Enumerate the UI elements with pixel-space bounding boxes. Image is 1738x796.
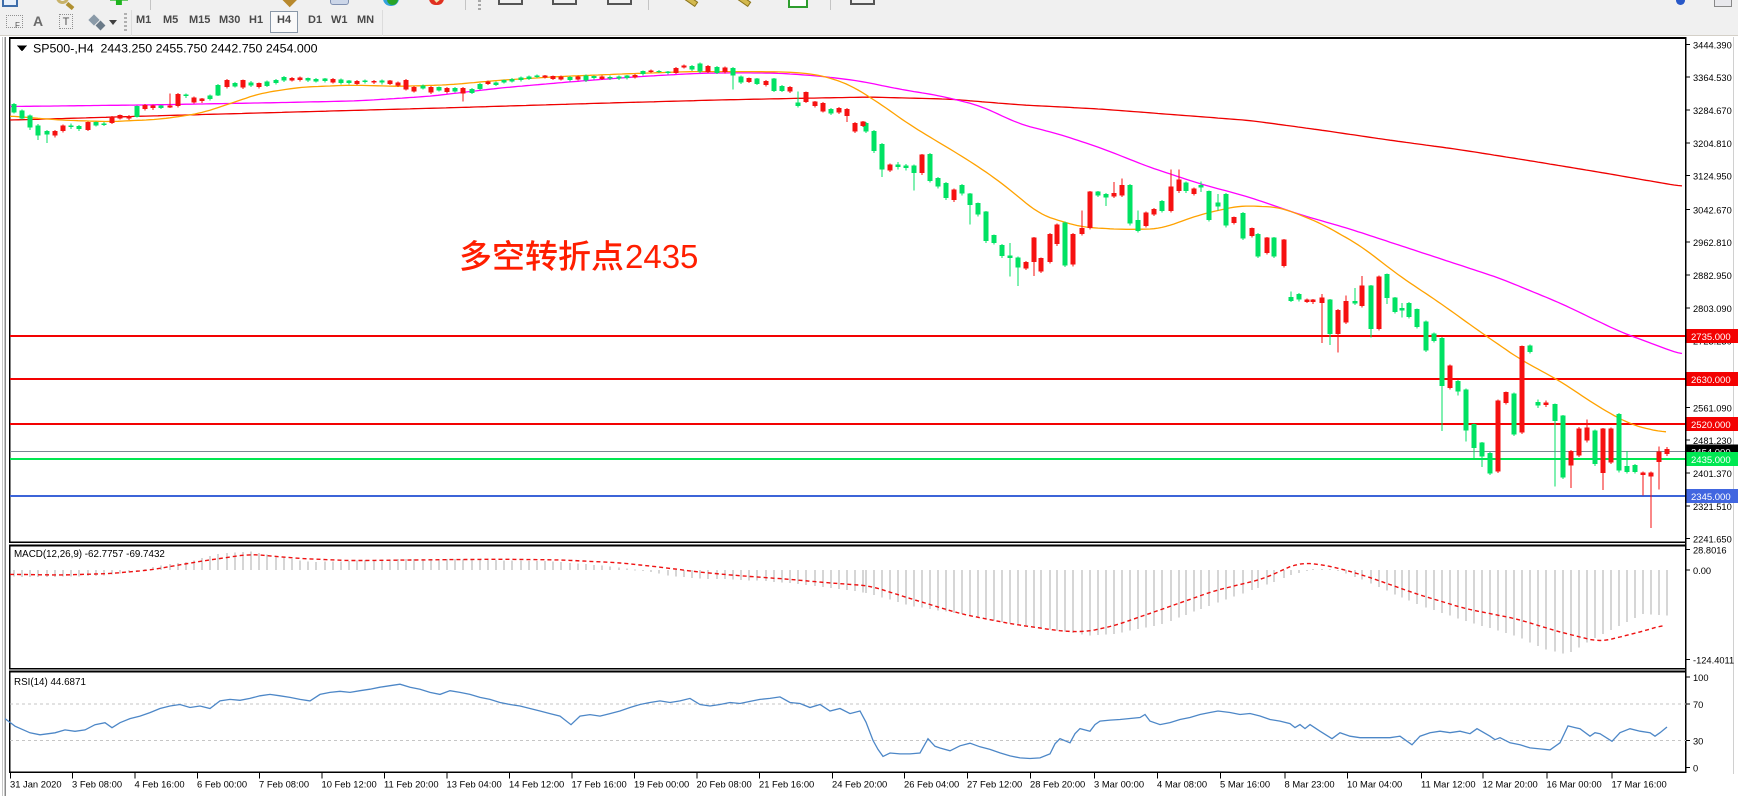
svg-text:16 Mar 00:00: 16 Mar 00:00 <box>1547 779 1602 790</box>
svg-text:26 Feb 04:00: 26 Feb 04:00 <box>904 779 959 790</box>
svg-text:2401.370: 2401.370 <box>1693 469 1732 479</box>
svg-text:30: 30 <box>1693 736 1703 746</box>
svg-text:3284.670: 3284.670 <box>1693 106 1732 116</box>
svg-text:3 Mar 00:00: 3 Mar 00:00 <box>1094 779 1144 790</box>
svg-text:20 Feb 08:00: 20 Feb 08:00 <box>697 779 752 790</box>
svg-text:2241.650: 2241.650 <box>1693 535 1732 545</box>
svg-text:2321.510: 2321.510 <box>1693 502 1732 512</box>
svg-text:2520.000: 2520.000 <box>1691 420 1731 431</box>
svg-text:100: 100 <box>1693 673 1709 683</box>
svg-text:31 Jan 2020: 31 Jan 2020 <box>10 779 62 790</box>
svg-text:2435.000: 2435.000 <box>1691 455 1731 466</box>
svg-text:2735.000: 2735.000 <box>1691 332 1731 343</box>
svg-text:7 Feb 08:00: 7 Feb 08:00 <box>259 779 309 790</box>
svg-text:28 Feb 20:00: 28 Feb 20:00 <box>1030 779 1085 790</box>
svg-text:RSI(14) 44.6871: RSI(14) 44.6871 <box>14 677 86 688</box>
svg-text:-124.4011: -124.4011 <box>1693 656 1734 666</box>
svg-text:28.8016: 28.8016 <box>1693 545 1727 555</box>
svg-text:2882.950: 2882.950 <box>1693 271 1732 281</box>
svg-text:17 Mar 16:00: 17 Mar 16:00 <box>1612 779 1667 790</box>
svg-text:4 Feb 16:00: 4 Feb 16:00 <box>135 779 185 790</box>
svg-text:10 Mar 04:00: 10 Mar 04:00 <box>1347 779 1402 790</box>
svg-text:0: 0 <box>1693 764 1698 774</box>
svg-text:21 Feb 16:00: 21 Feb 16:00 <box>759 779 814 790</box>
svg-text:10 Feb 12:00: 10 Feb 12:00 <box>322 779 377 790</box>
svg-text:11 Feb 20:00: 11 Feb 20:00 <box>384 779 439 790</box>
svg-text:17 Feb 16:00: 17 Feb 16:00 <box>572 779 627 790</box>
svg-text:2561.090: 2561.090 <box>1693 403 1732 413</box>
svg-text:3124.950: 3124.950 <box>1693 172 1732 182</box>
svg-text:27 Feb 12:00: 27 Feb 12:00 <box>967 779 1022 790</box>
svg-text:2435: 2435 <box>625 238 698 275</box>
svg-text:24 Feb 20:00: 24 Feb 20:00 <box>832 779 887 790</box>
svg-text:2481.230: 2481.230 <box>1693 436 1732 446</box>
svg-text:19 Feb 00:00: 19 Feb 00:00 <box>634 779 689 790</box>
svg-text:4 Mar 08:00: 4 Mar 08:00 <box>1157 779 1207 790</box>
svg-text:3444.390: 3444.390 <box>1693 40 1732 50</box>
svg-text:2345.000: 2345.000 <box>1691 492 1731 503</box>
svg-text:70: 70 <box>1693 700 1703 710</box>
svg-text:3204.810: 3204.810 <box>1693 139 1732 149</box>
svg-text:13 Feb 04:00: 13 Feb 04:00 <box>447 779 502 790</box>
svg-text:11 Mar 12:00: 11 Mar 12:00 <box>1421 779 1476 790</box>
svg-text:5 Mar 16:00: 5 Mar 16:00 <box>1220 779 1270 790</box>
svg-text:2803.090: 2803.090 <box>1693 304 1732 314</box>
svg-text:MACD(12,26,9) -62.7757 -69.743: MACD(12,26,9) -62.7757 -69.7432 <box>14 549 165 560</box>
svg-text:6 Feb 00:00: 6 Feb 00:00 <box>197 779 247 790</box>
svg-text:8 Mar 23:00: 8 Mar 23:00 <box>1285 779 1335 790</box>
svg-text:14 Feb 12:00: 14 Feb 12:00 <box>509 779 564 790</box>
svg-text:3042.670: 3042.670 <box>1693 205 1732 215</box>
svg-text:2630.000: 2630.000 <box>1691 375 1731 386</box>
svg-text:3364.530: 3364.530 <box>1693 73 1732 83</box>
svg-text:12 Mar 20:00: 12 Mar 20:00 <box>1483 779 1538 790</box>
svg-text:SP500-,H4 2443.250 2455.750 2: SP500-,H4 2443.250 2455.750 2442.750 245… <box>33 42 318 56</box>
svg-text:0.00: 0.00 <box>1693 566 1711 576</box>
svg-text:3 Feb 08:00: 3 Feb 08:00 <box>72 779 122 790</box>
svg-text:2962.810: 2962.810 <box>1693 238 1732 248</box>
